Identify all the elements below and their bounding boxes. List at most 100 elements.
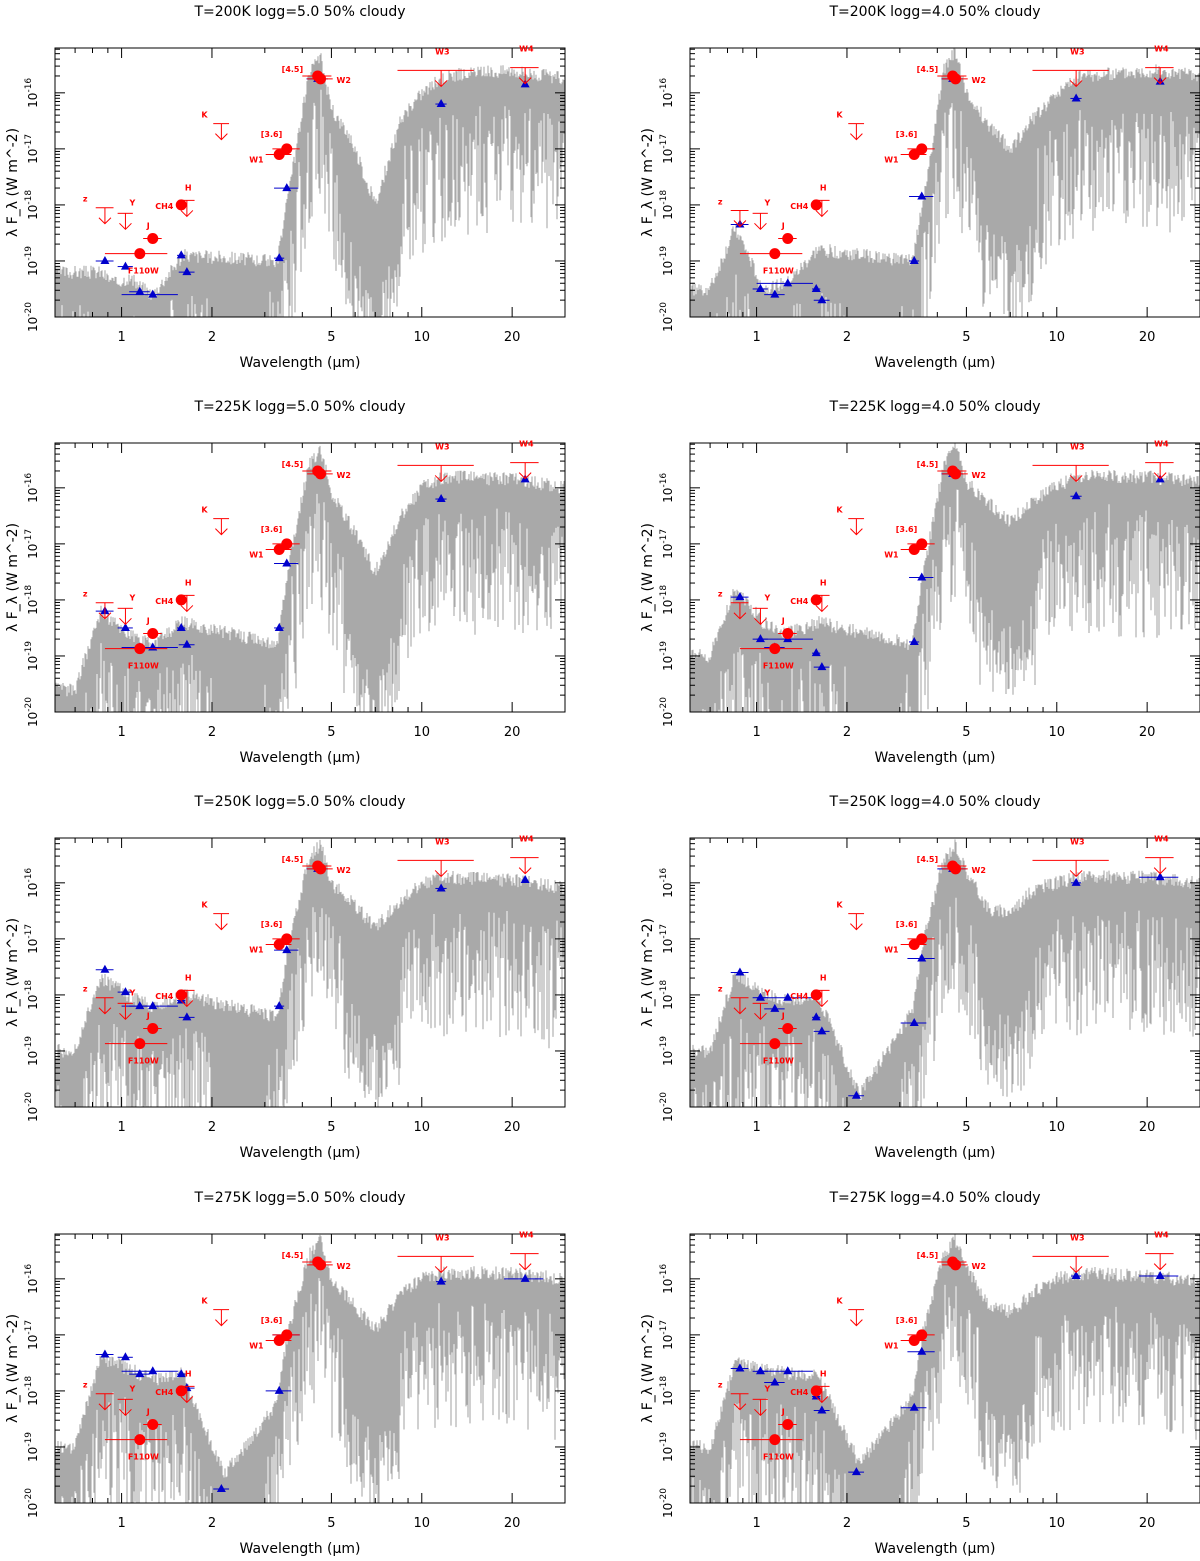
band-label: H (820, 183, 827, 192)
upper-limit-arrowhead (98, 1007, 112, 1015)
synthetic-point (755, 283, 765, 292)
synthetic-point (917, 572, 927, 581)
synthetic-point (851, 1090, 861, 1099)
synthetic-point (811, 1012, 821, 1021)
y-tick-label: 10-16 (24, 868, 40, 898)
band-label: J (781, 1408, 785, 1417)
upper-limit-arrowhead (98, 1403, 112, 1411)
upper-limit-arrowhead (98, 612, 112, 620)
band-label: K (201, 506, 208, 515)
y-tick-exponent: -18 (24, 585, 34, 600)
observed-point (315, 468, 327, 480)
y-tick-label: 10-16 (659, 473, 675, 503)
plot-frame (54, 47, 566, 318)
synthetic-point (755, 634, 765, 643)
observed-point (916, 933, 928, 945)
synthetic-point (436, 494, 446, 503)
x-axis-label: Wavelength (μm) (875, 1541, 996, 1557)
y-axis-label: λ F_λ (W m^-2) (5, 918, 21, 1027)
upper-limit-arrowhead (850, 1319, 863, 1327)
band-label: [4.5] (917, 855, 938, 864)
band-label: W3 (1070, 837, 1084, 846)
band-label: W2 (337, 471, 351, 480)
synthetic-point (909, 636, 919, 645)
synthetic-point (120, 1352, 130, 1361)
synthetic-point (100, 1349, 110, 1358)
y-tick-exponent: -20 (24, 1092, 34, 1107)
observed-point (281, 538, 293, 550)
chart-panel-275k-logg4: T=275K logg=4.0 50% cloudy 1 2 5 10 20 10-20 10… (640, 1190, 1200, 1557)
x-tick-label: 10 (414, 330, 431, 345)
panel-title: T=200K logg=4.0 50% cloudy (828, 4, 1040, 20)
model-flux-trace (690, 443, 1200, 712)
band-label: W1 (249, 1341, 264, 1350)
synthetic-point (120, 987, 130, 996)
synthetic-point (783, 992, 793, 1001)
x-tick-label: 2 (208, 330, 216, 345)
observed-point (782, 1023, 794, 1035)
y-tick-exponent: -18 (659, 1376, 669, 1391)
band-label: F110W (763, 1057, 794, 1066)
y-tick-exponent: -17 (24, 529, 34, 544)
x-tick-label: 20 (1139, 725, 1156, 740)
x-tick-label: 20 (504, 725, 521, 740)
x-axis-label: Wavelength (μm) (875, 355, 996, 371)
upper-limit-arrowhead (815, 1000, 829, 1008)
synthetic-point (436, 883, 446, 892)
band-label: [4.5] (282, 65, 303, 74)
x-tick-label: 10 (414, 1120, 431, 1135)
x-axis-label: Wavelength (μm) (875, 750, 996, 766)
band-label: [3.6] (261, 920, 282, 929)
y-tick-exponent: -19 (24, 1036, 34, 1051)
model-flux-trace (55, 445, 565, 712)
observed-point (908, 1334, 920, 1346)
upper-limit-arrowhead (1069, 1266, 1083, 1274)
x-tick-label: 1 (752, 1516, 760, 1531)
x-tick-label: 10 (1049, 725, 1066, 740)
band-label: Y (128, 198, 135, 207)
synthetic-point (817, 662, 827, 671)
y-tick-label: 10-19 (659, 641, 675, 671)
band-label: z (83, 590, 88, 599)
observed-point (950, 73, 962, 85)
band-label: W4 (1154, 45, 1169, 54)
band-label: W3 (1070, 47, 1084, 56)
y-tick-exponent: -18 (24, 1376, 34, 1391)
x-tick-label: 20 (504, 1120, 521, 1135)
y-tick-exponent: -19 (659, 641, 669, 656)
y-tick-label: 10-20 (24, 1092, 40, 1122)
y-tick-label: 10-17 (24, 924, 40, 954)
upper-limit-arrowhead (119, 617, 132, 626)
x-tick-label: 1 (117, 1516, 125, 1531)
band-label: [4.5] (282, 1251, 303, 1260)
synthetic-point (182, 267, 192, 276)
upper-limit-arrowhead (1153, 77, 1167, 85)
upper-limit-arrowhead (850, 133, 863, 141)
synthetic-point (770, 289, 780, 298)
x-axis-label: Wavelength (μm) (240, 1145, 361, 1161)
band-label: W2 (337, 1262, 351, 1271)
upper-limit-arrowhead (1069, 475, 1083, 483)
band-label: F110W (763, 662, 794, 671)
band-label: J (146, 617, 150, 626)
y-tick-label: 10-20 (24, 302, 40, 332)
upper-limit-arrowhead (180, 1000, 194, 1008)
band-label: [3.6] (896, 920, 917, 929)
x-tick-label: 2 (843, 725, 851, 740)
y-tick-label: 10-18 (24, 980, 40, 1010)
y-tick-exponent: -20 (24, 697, 34, 712)
band-label: W2 (337, 76, 351, 85)
plot-frame (689, 1233, 1200, 1504)
synthetic-point (176, 1369, 186, 1378)
y-axis-label: λ F_λ (W m^-2) (5, 128, 21, 237)
y-tick-label: 10-17 (24, 134, 40, 164)
x-tick-label: 10 (414, 1516, 431, 1531)
band-label: W1 (249, 945, 264, 954)
band-label: Y (763, 593, 770, 602)
x-tick-label: 2 (208, 1516, 216, 1531)
y-tick-exponent: -16 (24, 78, 34, 93)
synthetic-point (274, 622, 284, 631)
chart-panel-225k-logg4: T=225K logg=4.0 50% cloudy 1 2 5 10 20 10-20 10… (640, 399, 1200, 766)
band-label: W3 (1070, 1233, 1084, 1242)
upper-limit-arrowhead (434, 475, 448, 483)
